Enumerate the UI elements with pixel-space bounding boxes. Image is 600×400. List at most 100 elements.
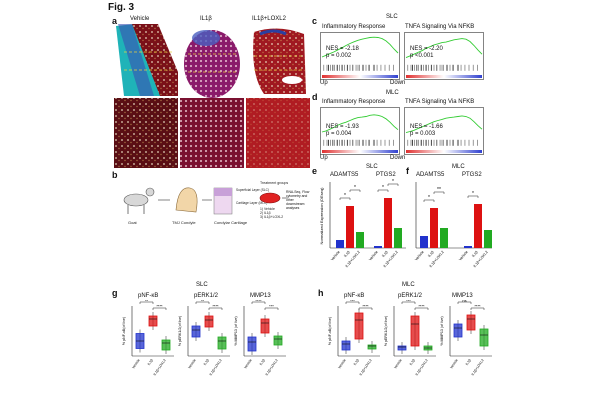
panel-c-nes-2: NES = -2.20 — [410, 46, 443, 52]
micrograph-vehicle-high — [114, 98, 178, 168]
sig-label: ** — [201, 300, 205, 303]
gsea-frame — [320, 32, 400, 80]
panel-d-nes-1: NES = -1.93 — [326, 124, 359, 130]
bar-e-ptgs2-loxl2 — [394, 228, 402, 248]
panel-e-x4: Vehicle — [368, 250, 379, 261]
sig-bracket — [358, 307, 373, 310]
panel-h-title-3: MMP13 — [452, 293, 473, 299]
boxplot-xlabel: IL1β+LOXL2 — [153, 358, 167, 376]
sig-label: *** — [269, 304, 274, 309]
boxplot-xlabel: IL1β+LOXL2 — [209, 358, 223, 376]
micrograph-loxl2-low — [246, 24, 310, 96]
panel-h-title-2: pERK1/2 — [398, 293, 423, 299]
panel-d-nes-2: NES = -1.66 — [410, 124, 443, 130]
label-slc: Superficial Layer (SLC) — [236, 188, 269, 192]
panel-g-group: SLC — [196, 282, 208, 288]
bar-e-adamts5-il1b — [346, 206, 354, 248]
panel-e-ylabel: Normalized Expression (DEseq) — [319, 187, 324, 245]
boxplot-xlabel: IL1β — [409, 358, 416, 366]
bar-e-adamts5-loxl2 — [356, 232, 364, 248]
boxplot-xlabel: IL1β+LOXL2 — [265, 358, 279, 376]
panel-d-down: Down — [390, 155, 406, 161]
panel-label-d: d — [312, 92, 318, 102]
panel-d-up: Up — [320, 155, 328, 161]
boxplot-xlabel: Vehicle — [337, 358, 347, 369]
panel-c-p-1: p = 0.002 — [326, 53, 352, 59]
boxplot-box — [260, 318, 270, 334]
boxplot-box — [397, 345, 407, 351]
sig-label: **** — [362, 304, 369, 309]
panel-f-x2: IL1β — [427, 250, 435, 258]
panel-d-p-1: p = 0.004 — [326, 131, 352, 137]
panel-c-nes-1: NES = -2.18 — [326, 46, 359, 52]
label-cartilage: Condylar Cartilage — [214, 220, 248, 225]
boxplot-xlabel: IL1β — [353, 358, 360, 366]
boxplot-xlabel: Vehicle — [131, 358, 141, 369]
sig-label: ns — [462, 300, 466, 303]
panel-h-group: MLC — [402, 282, 415, 288]
panel-a-micrographs — [114, 24, 310, 168]
gsea-running-score-curve — [405, 38, 483, 59]
boxplot-box — [410, 315, 420, 347]
panel-c-p-2: p <0.001 — [410, 53, 434, 59]
sig-bracket — [457, 301, 472, 304]
boxplot-xlabel: Vehicle — [449, 358, 459, 369]
gsea-rank-bar — [406, 150, 482, 153]
boxplot-box — [191, 325, 201, 338]
panel-e-group: SLC — [366, 164, 378, 170]
sig-bracket — [139, 301, 154, 304]
sig-e-2: * — [354, 185, 356, 191]
sig-e-3: * — [382, 185, 384, 191]
panel-label-a: a — [112, 16, 118, 26]
sig-e-4: * — [392, 179, 394, 185]
label-downstream-fo: RNA-Seq, Flow cytometry and other downst… — [286, 190, 310, 210]
micrograph-il1b-high — [180, 98, 244, 168]
bar-e-ptgs2-il1b — [384, 198, 392, 248]
label-group-3: 3) IL1β+LOXL2 — [260, 215, 283, 219]
sig-label: **** — [156, 304, 163, 309]
label-group-2: 2) IL1β — [260, 211, 271, 215]
boxplot-box — [479, 328, 489, 347]
panel-a-col-label-vehicle: Vehicle — [130, 16, 150, 22]
micrograph-loxl2-high — [246, 98, 310, 168]
panel-d-p-2: p = 0.003 — [410, 131, 436, 137]
gsea-plot-c-tnfa — [404, 32, 484, 80]
panel-a-col-label-loxl2: IL1β+LOXL2 — [252, 16, 286, 22]
panel-f-group: MLC — [452, 164, 465, 170]
gsea-rank-bar — [406, 75, 482, 78]
panel-b-schematic: Goat TMJ Condyle Condylar Cartilage Supe… — [123, 181, 310, 225]
panel-d-title-1: Inflammatory Response — [322, 99, 386, 105]
boxplot-xlabel: IL1β+LOXL2 — [415, 358, 429, 376]
panel-f-x5: IL1β — [471, 250, 479, 258]
gsea-rank-bar — [322, 150, 398, 153]
boxplot-ylabel: % MMP13 (of live) — [440, 316, 444, 345]
panel-e-gene-2: PTGS2 — [376, 172, 396, 178]
sig-label: **** — [418, 304, 425, 309]
label-group-1: 1) Vehicle — [260, 207, 275, 211]
panel-label-e: e — [312, 166, 318, 176]
panel-label-g: g — [112, 288, 118, 298]
sig-bracket — [401, 301, 416, 304]
boxplot-box — [217, 336, 227, 350]
boxplot-box — [161, 339, 171, 351]
panel-c-group: SLC — [386, 14, 398, 20]
boxplot-xlabel: Vehicle — [393, 358, 403, 369]
panel-f-gene-2: PTGS2 — [462, 172, 482, 178]
gsea-frame — [404, 107, 484, 155]
gsea-frame — [320, 107, 400, 155]
label-downstream: RNA-Seq, Flow cytometry and other downst… — [286, 190, 310, 210]
goat-icon — [123, 187, 155, 214]
panel-label-c: c — [312, 16, 318, 26]
boxplot-box — [367, 344, 377, 350]
panel-h-title-1: pNF-κB — [344, 293, 365, 299]
panel-c-up: Up — [320, 80, 328, 86]
sig-bracket — [470, 307, 485, 310]
panel-e-barchart: Normalized Expression (DEseq) * * * * Ve… — [319, 179, 406, 268]
sig-label: **** — [474, 304, 481, 309]
panel-label-b: b — [112, 170, 118, 180]
panel-label-h: h — [318, 288, 324, 298]
panel-d-group: MLC — [386, 90, 399, 96]
gsea-running-score-curve — [321, 36, 399, 58]
